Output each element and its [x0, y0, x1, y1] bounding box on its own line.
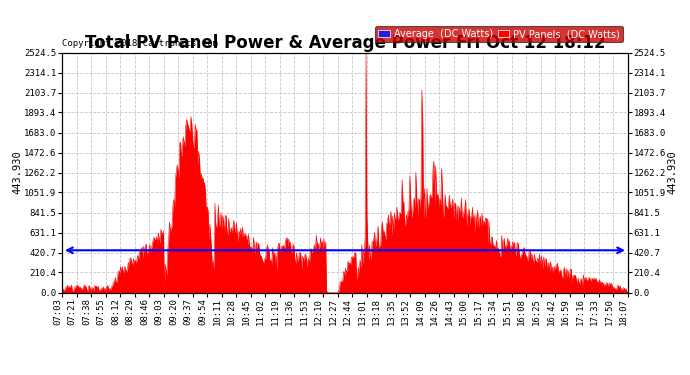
Legend: Average  (DC Watts), PV Panels  (DC Watts): Average (DC Watts), PV Panels (DC Watts) — [375, 26, 623, 42]
Title: Total PV Panel Power & Average Power Fri Oct 12 18:12: Total PV Panel Power & Average Power Fri… — [85, 34, 605, 53]
Y-axis label: 443.930: 443.930 — [13, 151, 23, 194]
Y-axis label: 443.930: 443.930 — [667, 151, 677, 194]
Text: Copyright 2018 Cartronics.com: Copyright 2018 Cartronics.com — [62, 39, 218, 48]
